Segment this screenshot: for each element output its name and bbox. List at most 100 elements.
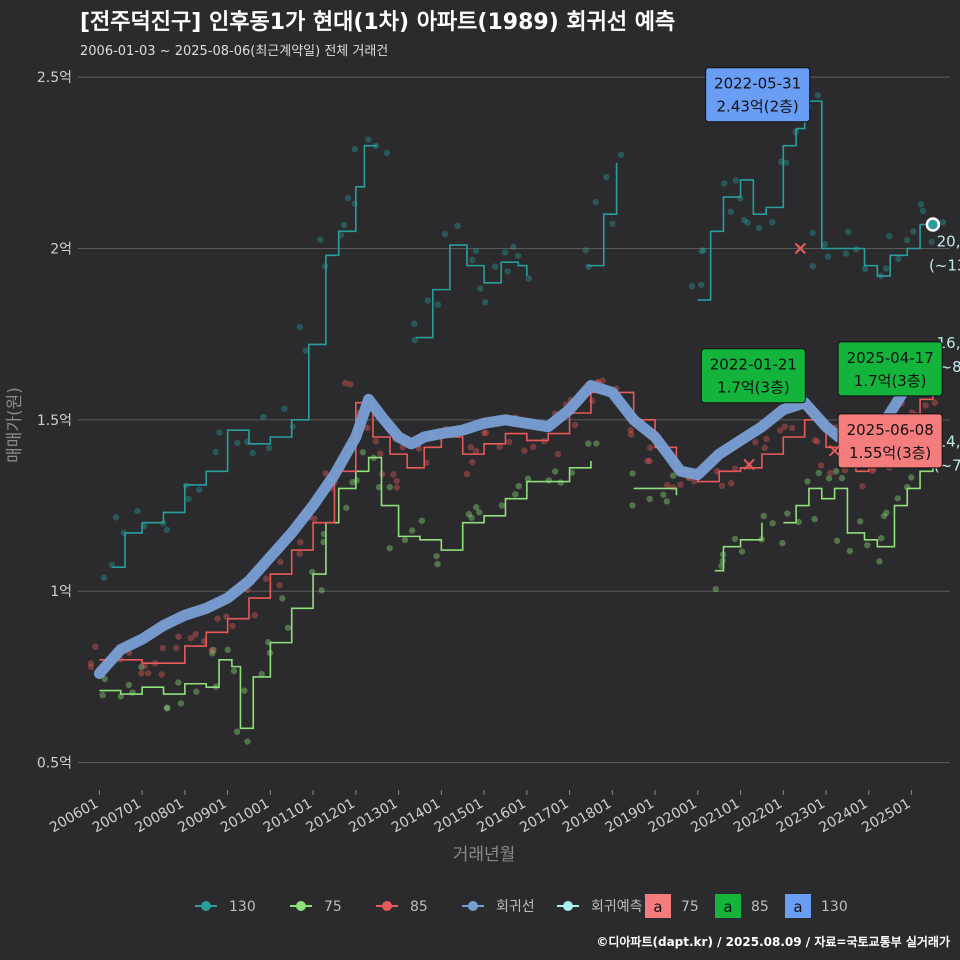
- endpoint-marker: [925, 217, 941, 232]
- data-point: [646, 495, 653, 503]
- data-point: [230, 667, 238, 675]
- data-point: [811, 515, 818, 523]
- data-point: [411, 336, 418, 344]
- data-point: [804, 478, 811, 485]
- data-point: [521, 447, 528, 454]
- data-point: [859, 483, 866, 490]
- data-point: [779, 539, 786, 547]
- data-point: [904, 236, 911, 244]
- data-point: [908, 474, 915, 481]
- data-point: [781, 423, 789, 430]
- annotations: 2022-05-31 2.43억(2층) 2022-01-21 1.7억(3층) 202…: [700, 67, 943, 471]
- data-point: [229, 622, 236, 630]
- data-point: [441, 230, 449, 238]
- data-point: [144, 670, 152, 677]
- data-point: [769, 219, 776, 226]
- data-point: [663, 498, 671, 505]
- data-point: [87, 663, 95, 671]
- data-point: [393, 477, 401, 485]
- data-point: [289, 423, 296, 431]
- data-point: [482, 299, 489, 306]
- legend-label: 75: [681, 899, 699, 915]
- data-point: [365, 136, 372, 143]
- y-axis-title: 매매가(원): [5, 387, 25, 463]
- annotation-value: 2.43억(2층): [717, 98, 799, 116]
- series-line-회귀선: [93, 373, 939, 679]
- data-point: [524, 475, 532, 482]
- data-point: [700, 247, 707, 254]
- data-point: [845, 228, 852, 235]
- data-point: [731, 465, 739, 472]
- data-point: [244, 738, 251, 745]
- data-point: [175, 633, 182, 640]
- data-point: [782, 159, 790, 166]
- data-point: [465, 510, 473, 518]
- data-point: [125, 681, 133, 689]
- data-point: [347, 381, 354, 388]
- data-point: [469, 256, 476, 264]
- data-point: [163, 705, 171, 712]
- data-point: [175, 679, 182, 686]
- data-point: [664, 481, 671, 489]
- data-point: [196, 486, 203, 493]
- legend-swatch: [715, 894, 741, 918]
- data-point: [554, 450, 562, 458]
- data-point: [92, 643, 99, 650]
- data-point: [208, 646, 215, 654]
- data-point: [644, 457, 651, 465]
- data-point: [525, 275, 532, 282]
- data-point: [811, 437, 819, 444]
- data-point: [627, 431, 635, 438]
- data-point: [468, 514, 475, 521]
- x-axis-title: 거래년월: [453, 845, 516, 865]
- data-point: [698, 281, 705, 288]
- data-point: [609, 220, 616, 228]
- data-point: [740, 216, 748, 224]
- data-point: [939, 219, 947, 226]
- data-point: [100, 574, 108, 581]
- data-point: [910, 228, 917, 235]
- data-point: [585, 440, 592, 447]
- series-lines: [93, 100, 939, 730]
- legend-swatch-glyph: a: [653, 898, 662, 916]
- legend-label: 85: [410, 899, 428, 915]
- annotation-date: 2022-01-21: [710, 356, 797, 374]
- data-point: [138, 670, 145, 677]
- data-point: [732, 177, 740, 184]
- data-point: [677, 481, 684, 488]
- data-point: [424, 297, 431, 304]
- legend-swatch-glyph: a: [723, 898, 732, 916]
- data-point: [857, 518, 864, 525]
- data-point: [251, 611, 258, 619]
- data-point: [185, 495, 192, 503]
- data-point: [187, 634, 195, 642]
- legend: 130 75 85 회귀선 회귀예측 a 75 a 85 a 130: [195, 894, 848, 918]
- axes: 0.5억1억1.5억2억2.5억200601200701200801200901…: [5, 70, 914, 865]
- data-point: [258, 670, 265, 678]
- data-point: [582, 247, 589, 254]
- data-point: [469, 459, 476, 466]
- data-point: [895, 255, 902, 263]
- data-point: [919, 207, 927, 215]
- legend-label: 회귀예측: [591, 899, 643, 915]
- data-point: [660, 491, 667, 498]
- data-point: [763, 435, 770, 443]
- data-point: [557, 479, 564, 486]
- data-point: [817, 462, 825, 469]
- data-point: [482, 429, 490, 436]
- data-point: [233, 728, 241, 735]
- trade-cross: [743, 458, 755, 471]
- data-point: [434, 560, 441, 568]
- annotation-date: 2025-06-08: [847, 421, 934, 439]
- legend-label: 회귀선: [496, 899, 535, 915]
- data-point: [629, 502, 636, 509]
- data-point: [472, 247, 480, 255]
- legend-swatch: [785, 894, 811, 918]
- data-point: [832, 468, 840, 475]
- annotation-value: 1.7억(3층): [854, 372, 927, 390]
- legend-marker: [468, 901, 478, 911]
- data-point: [599, 377, 606, 384]
- data-point: [878, 534, 885, 542]
- data-point: [476, 509, 483, 516]
- data-point: [861, 265, 869, 273]
